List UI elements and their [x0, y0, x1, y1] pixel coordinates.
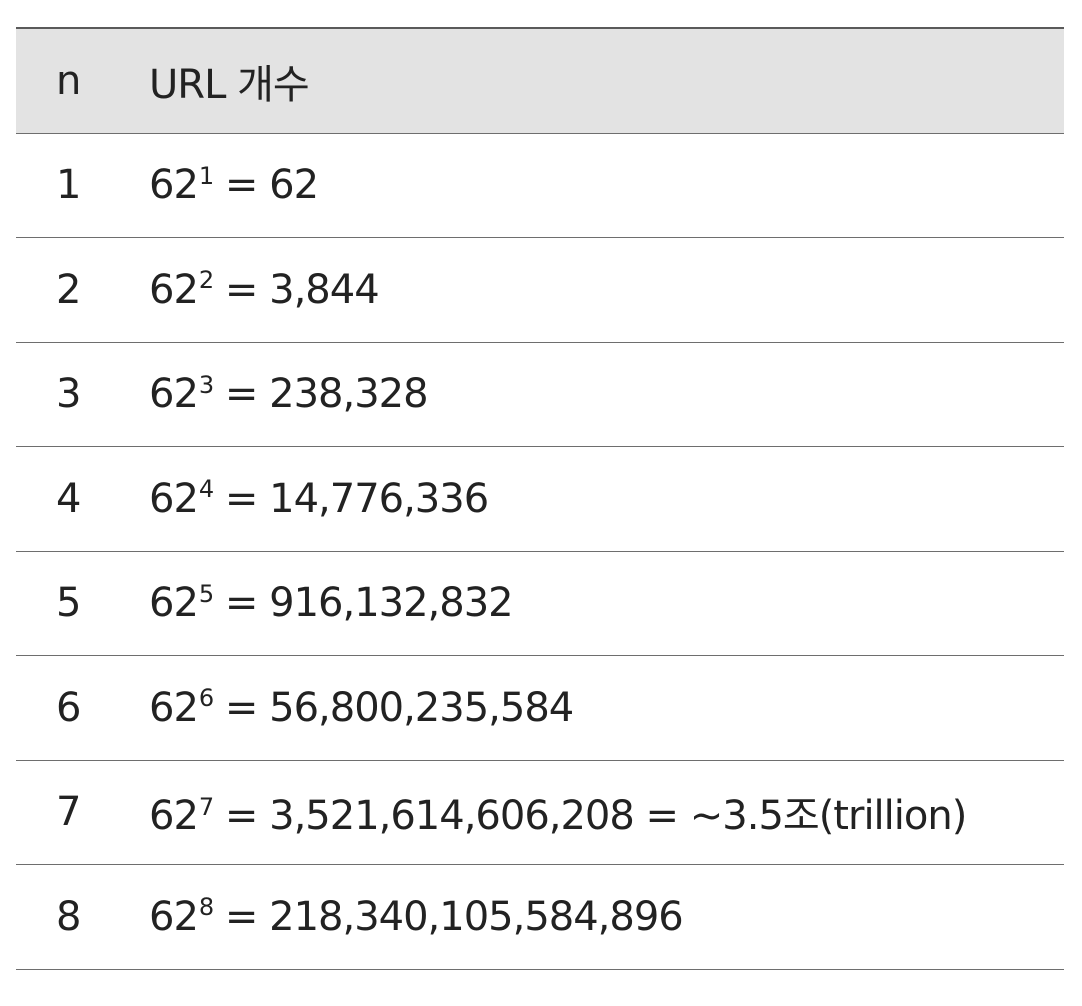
table-row: 2 622 = 3,844 [16, 238, 1064, 343]
table-row: 3 623 = 238,328 [16, 343, 1064, 447]
exponent: 8 [198, 893, 214, 922]
result: = 56,800,235,584 [213, 684, 574, 731]
table-row: 5 625 = 916,132,832 [16, 552, 1064, 656]
base: 62 [149, 371, 199, 418]
exponent: 1 [198, 161, 214, 190]
row-value: 628 = 218,340,105,584,896 [116, 893, 684, 940]
row-value: 627 = 3,521,614,606,208 = ~3.5조(trillion… [116, 783, 967, 841]
row-value: 622 = 3,844 [116, 266, 380, 313]
result: = 238,328 [213, 371, 429, 418]
table-row: 8 628 = 218,340,105,584,896 [16, 865, 1064, 970]
url-count-table: n URL 개수 1 621 = 62 2 622 = 3,844 3 623 … [16, 27, 1064, 970]
row-n: 4 [56, 475, 81, 522]
table-row: 1 621 = 62 [16, 134, 1064, 238]
row-n: 3 [56, 371, 81, 418]
result: = 14,776,336 [213, 475, 489, 522]
base: 62 [149, 580, 199, 627]
row-n: 5 [56, 580, 81, 627]
base: 62 [149, 475, 199, 522]
header-url-count: URL 개수 [149, 61, 310, 108]
result: = 62 [213, 162, 319, 209]
row-value: 623 = 238,328 [116, 370, 429, 418]
table-row: 6 626 = 56,800,235,584 [16, 656, 1064, 761]
row-value: 624 = 14,776,336 [116, 475, 489, 522]
row-value: 626 = 56,800,235,584 [116, 684, 574, 731]
row-n: 7 [56, 789, 81, 836]
base: 62 [149, 684, 199, 731]
exponent: 3 [198, 370, 214, 399]
table-row: 7 627 = 3,521,614,606,208 = ~3.5조(trilli… [16, 761, 1064, 865]
base: 62 [149, 793, 199, 840]
exponent: 6 [198, 684, 214, 713]
base: 62 [149, 162, 199, 209]
base: 62 [149, 893, 199, 940]
row-n: 6 [56, 684, 81, 731]
exponent: 2 [198, 266, 214, 295]
result: = 3,844 [213, 266, 380, 313]
row-value: 621 = 62 [116, 161, 319, 209]
exponent: 4 [198, 475, 214, 504]
row-n: 2 [56, 266, 81, 313]
exponent: 5 [198, 579, 214, 608]
exponent: 7 [198, 792, 214, 821]
base: 62 [149, 266, 199, 313]
result: = 218,340,105,584,896 [213, 893, 684, 940]
table-row: 4 624 = 14,776,336 [16, 447, 1064, 552]
header-n: n [56, 57, 81, 104]
row-n: 8 [56, 893, 81, 940]
table-header-row: n URL 개수 [16, 29, 1064, 134]
result: = 3,521,614,606,208 = ~3.5조(trillion) [213, 793, 967, 840]
result: = 916,132,832 [213, 580, 514, 627]
row-value: 625 = 916,132,832 [116, 579, 514, 627]
row-n: 1 [56, 162, 81, 209]
